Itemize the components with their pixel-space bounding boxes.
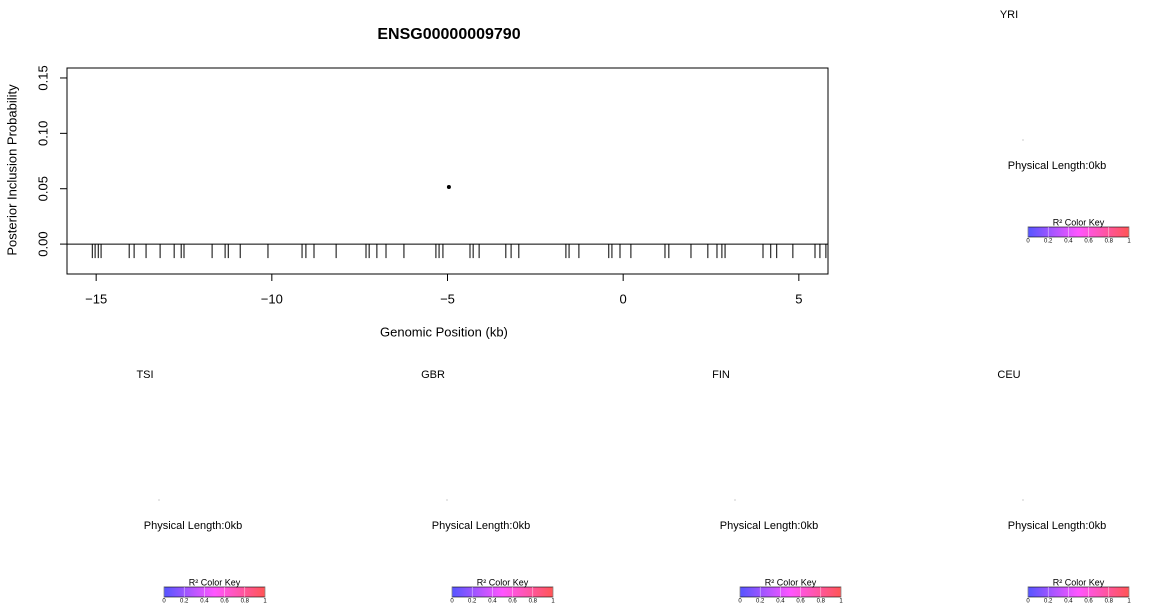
key-tick-label: 0 — [450, 599, 454, 605]
ld-cell — [158, 499, 160, 501]
panel-title: GBR — [421, 369, 445, 381]
key-tick-label: 1 — [263, 599, 267, 605]
y-tick-label: 0.10 — [35, 121, 50, 146]
x-tick-label: 0 — [620, 291, 627, 306]
x-tick-label: −10 — [261, 291, 283, 306]
point — [446, 185, 451, 190]
key-tick-label: 0.4 — [488, 599, 497, 605]
key-tick-label: 1 — [1127, 239, 1131, 245]
physical-length: Physical Length:0kb — [432, 520, 530, 532]
key-tick-label: 0.2 — [1044, 599, 1053, 605]
plot-frame — [66, 67, 829, 275]
color-key-title: R² Color Key — [765, 577, 817, 587]
y-tick-label: 0.15 — [35, 65, 50, 90]
color-key-title: R² Color Key — [189, 577, 241, 587]
x-tick-label: −15 — [85, 291, 107, 306]
color-key — [1027, 226, 1130, 238]
x-axis-label: Genomic Position (kb) — [380, 324, 508, 339]
key-tick-label: 0.8 — [529, 599, 538, 605]
key-tick-label: 0.2 — [756, 599, 765, 605]
color-key — [739, 586, 842, 598]
y-tick-label: 0.05 — [35, 176, 50, 201]
panel-title: CEU — [997, 369, 1020, 381]
key-tick-label: 1 — [551, 599, 555, 605]
chart-title: ENSG00000009790 — [377, 26, 520, 43]
physical-length: Physical Length:0kb — [144, 520, 242, 532]
key-tick-label: 0.4 — [1064, 239, 1073, 245]
physical-length: Physical Length:0kb — [1008, 520, 1106, 532]
physical-length: Physical Length:0kb — [1008, 160, 1106, 172]
color-key-title: R² Color Key — [477, 577, 529, 587]
key-tick-label: 0.6 — [796, 599, 805, 605]
color-key-title: R² Color Key — [1053, 217, 1105, 227]
ld-cell — [734, 499, 736, 501]
key-tick-label: 0.6 — [508, 599, 517, 605]
key-tick-label: 0.8 — [817, 599, 826, 605]
physical-length: Physical Length:0kb — [720, 520, 818, 532]
key-tick-label: 0.4 — [776, 599, 785, 605]
key-tick-label: 0 — [1026, 599, 1030, 605]
ld-cell — [446, 499, 448, 501]
key-tick-label: 0.8 — [1105, 599, 1114, 605]
key-tick-label: 0.8 — [1105, 239, 1114, 245]
key-tick-label: 0 — [162, 599, 166, 605]
key-tick-label: 0.6 — [1084, 239, 1093, 245]
key-tick-label: 0.2 — [180, 599, 189, 605]
panel-title: YRI — [1000, 9, 1018, 21]
ld-cell — [1022, 139, 1024, 141]
key-tick-label: 0.8 — [241, 599, 250, 605]
color-key — [451, 586, 554, 598]
y-tick-label: 0.00 — [35, 231, 50, 256]
key-tick-label: 0.4 — [200, 599, 209, 605]
key-tick-label: 0 — [738, 599, 742, 605]
key-tick-label: 0 — [1026, 239, 1030, 245]
ld-cell — [1022, 499, 1024, 501]
key-tick-label: 0.2 — [1044, 239, 1053, 245]
key-tick-label: 0.2 — [468, 599, 477, 605]
key-tick-label: 1 — [1127, 599, 1131, 605]
x-tick-label: 5 — [795, 291, 802, 306]
color-key — [163, 586, 266, 598]
color-key-title: R² Color Key — [1053, 577, 1105, 587]
key-tick-label: 0.4 — [1064, 599, 1073, 605]
key-tick-label: 0.6 — [220, 599, 229, 605]
x-tick-label: −5 — [440, 291, 455, 306]
color-key — [1027, 586, 1130, 598]
key-tick-label: 0.6 — [1084, 599, 1093, 605]
y-axis-label: Posterior Inclusion Probability — [4, 84, 19, 256]
panel-title: FIN — [712, 369, 730, 381]
panel-title: TSI — [136, 369, 153, 381]
key-tick-label: 1 — [839, 599, 843, 605]
